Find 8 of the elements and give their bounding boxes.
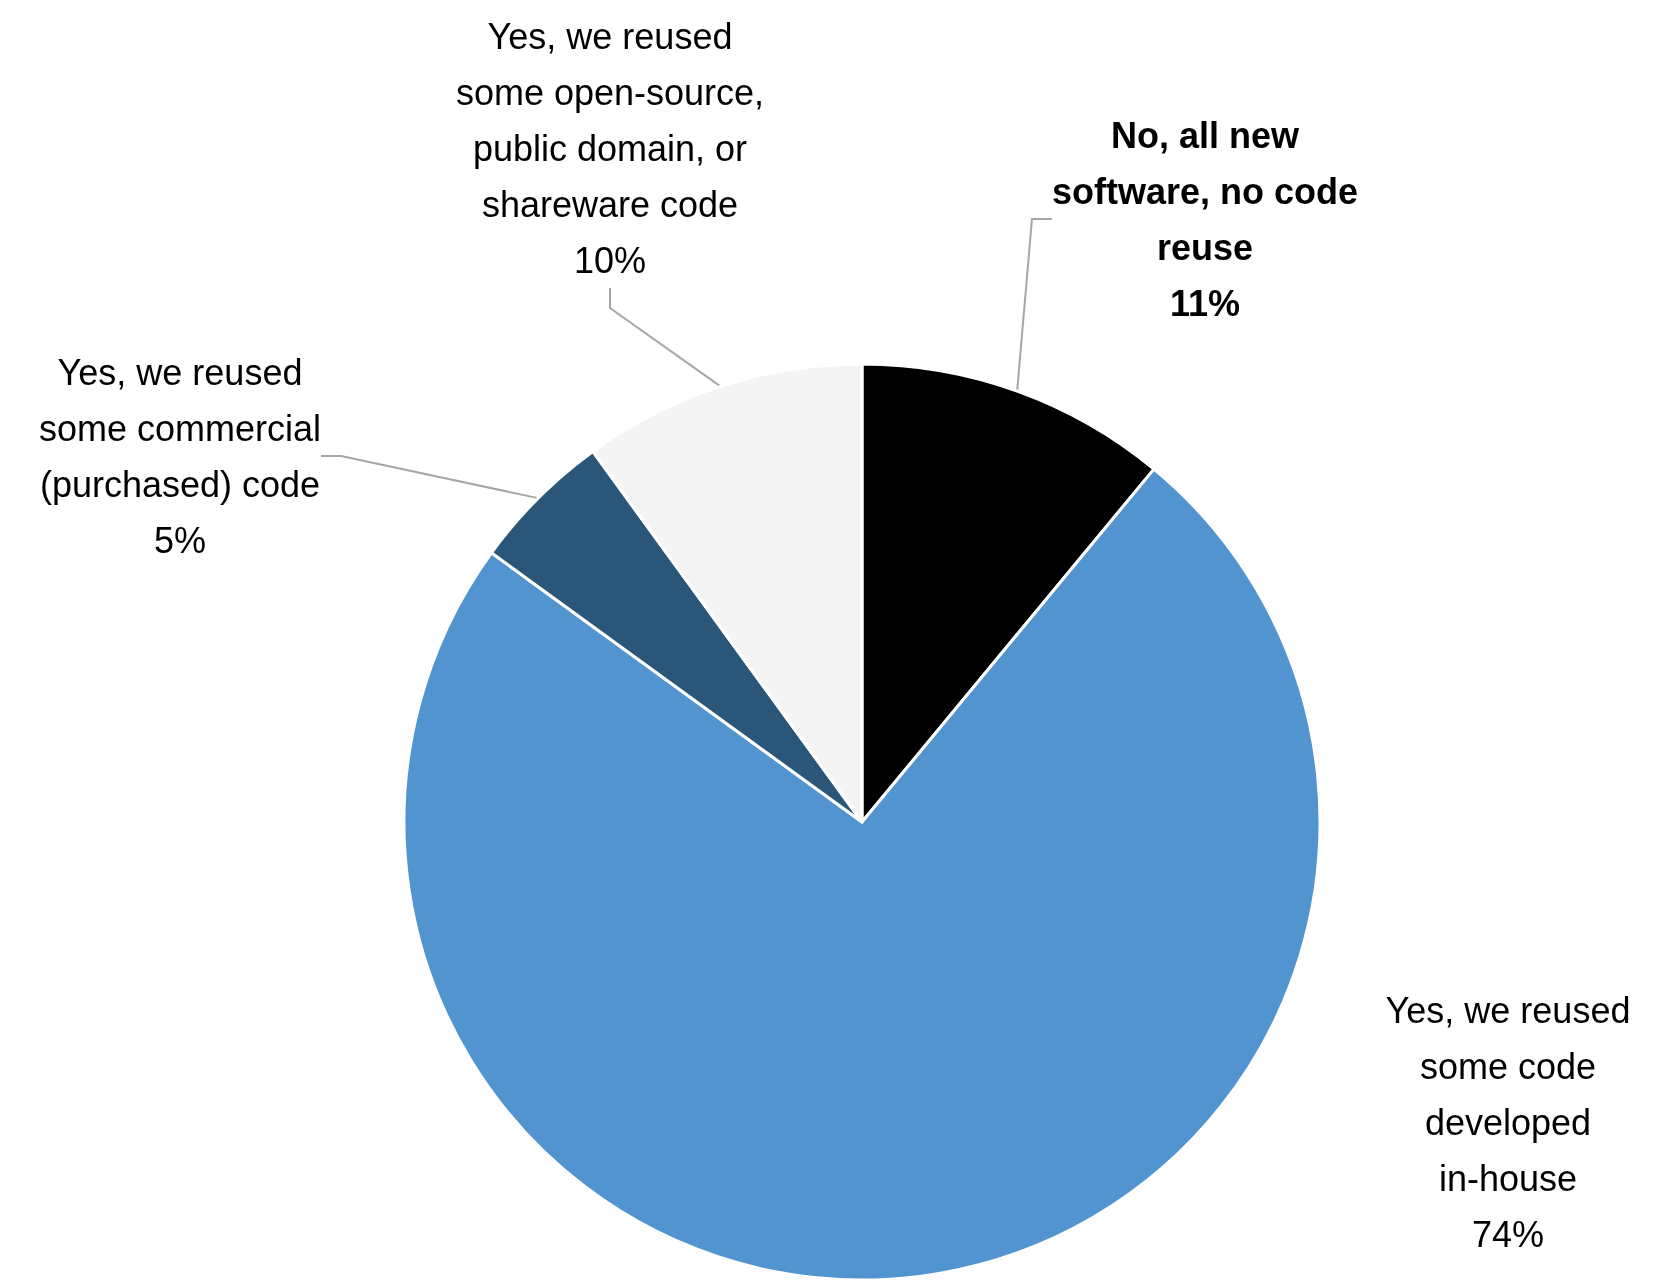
data-label: 74% <box>1471 1213 1545 1255</box>
slice-label: Yes, we reused some open-source, public domain, or shareware code <box>455 15 765 225</box>
slice-label: Yes, we reused some commercial (purchased) code <box>38 351 322 505</box>
slice-label: Yes, we reused some code developed in-house <box>1385 989 1631 1199</box>
data-label: 5% <box>153 519 207 561</box>
data-label: 10% <box>573 239 647 281</box>
data-label: 11% <box>1169 282 1241 324</box>
slice-label: No, all new software, no code reuse <box>1051 114 1359 268</box>
